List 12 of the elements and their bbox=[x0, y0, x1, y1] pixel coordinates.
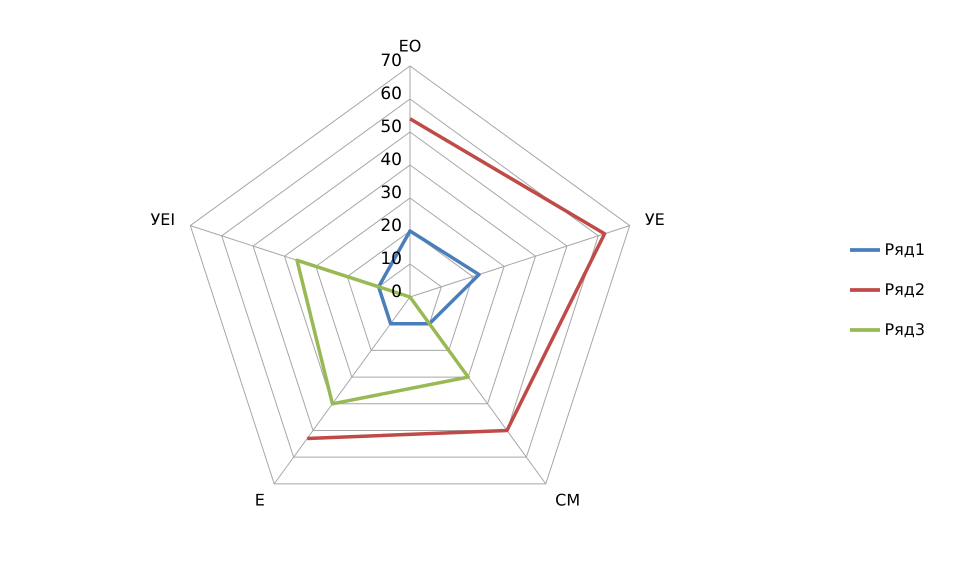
legend-label: Ряд1 bbox=[884, 240, 925, 258]
y-tick-label: 50 bbox=[380, 117, 402, 137]
spoke-label: E bbox=[254, 490, 265, 510]
spoke-label: CM bbox=[555, 490, 580, 510]
spoke-label: УЕI bbox=[150, 210, 176, 229]
y-tick-label: 60 bbox=[380, 84, 402, 104]
spoke-label: УЕ bbox=[644, 210, 665, 229]
y-tick-label: 40 bbox=[380, 150, 402, 170]
legend-label: Ряд2 bbox=[884, 280, 925, 298]
y-tick-label: 20 bbox=[380, 216, 402, 236]
legend-label: Ряд3 bbox=[884, 320, 925, 338]
y-tick-label: 30 bbox=[380, 183, 402, 203]
